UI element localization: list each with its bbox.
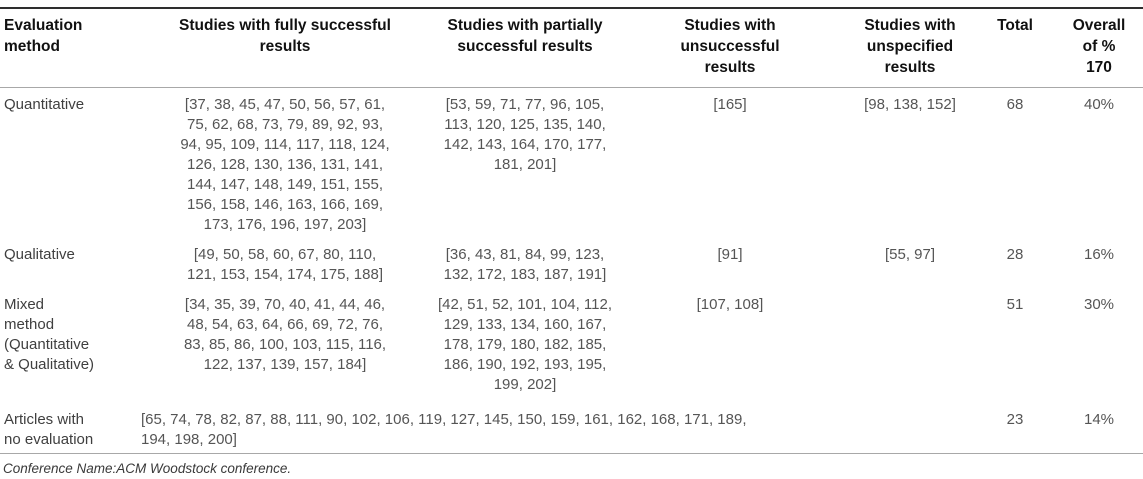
cell-total: 28 — [1006, 246, 1024, 263]
table-row: Qualitative [49, 50, 58, 60, 67, 80, 110,… — [0, 238, 1143, 288]
cell-partially-successful: [53, 59, 71, 77, 96, 105, 113, 120, 125,… — [443, 96, 607, 173]
cell-overall-percent: 40% — [1083, 96, 1115, 113]
column-header-overall-percent: Overall of % 170 — [1055, 8, 1143, 88]
table-row: Mixed method (Quantitative & Qualitative… — [0, 288, 1143, 398]
column-header-unsuccessful: Studies with unsuccessful results — [615, 8, 845, 88]
cell-unsuccessful: [165] — [713, 96, 747, 113]
column-header-partially-successful: Studies with partially successful result… — [435, 8, 615, 88]
cell-unspecified: [98, 138, 152] — [864, 96, 956, 113]
column-header-total: Total — [975, 8, 1055, 88]
cell-total: 51 — [1006, 296, 1024, 313]
cell-total: 23 — [1006, 411, 1024, 428]
table-row: Articles with no evaluation [65, 74, 78, … — [0, 398, 1143, 454]
row-method-label: Qualitative — [4, 246, 75, 263]
table-header: Evaluation method Studies with fully suc… — [0, 8, 1143, 88]
cell-unsuccessful: [91] — [717, 246, 743, 263]
cell-fully-successful: [37, 38, 45, 47, 50, 56, 57, 61, 75, 62,… — [180, 96, 390, 233]
row-method-label: Articles with no evaluation — [4, 411, 94, 448]
table-body: Quantitative [37, 38, 45, 47, 50, 56, 57,… — [0, 88, 1143, 454]
cell-partially-successful: [36, 43, 81, 84, 99, 123, 132, 172, 183,… — [443, 246, 607, 283]
column-header-unspecified: Studies with unspecified results — [845, 8, 975, 88]
cell-total: 68 — [1006, 96, 1024, 113]
cell-unsuccessful: [107, 108] — [696, 296, 764, 313]
column-header-evaluation-method: Evaluation method — [0, 8, 135, 88]
cell-study-list-span: [65, 74, 78, 82, 87, 88, 111, 90, 102, 1… — [141, 411, 747, 448]
row-method-label: Mixed method (Quantitative & Qualitative… — [4, 296, 95, 373]
cell-fully-successful: [34, 35, 39, 70, 40, 41, 44, 46, 48, 54,… — [183, 296, 387, 373]
cell-overall-percent: 30% — [1083, 296, 1115, 313]
row-method-label: Quantitative — [4, 96, 85, 113]
cell-unspecified — [845, 288, 975, 398]
cell-partially-successful: [42, 51, 52, 101, 104, 112, 129, 133, 13… — [437, 296, 613, 393]
cell-overall-percent: 14% — [1083, 411, 1115, 428]
table-row: Quantitative [37, 38, 45, 47, 50, 56, 57,… — [0, 88, 1143, 239]
evaluation-methods-table: Evaluation method Studies with fully suc… — [0, 7, 1143, 454]
table-footnote: Conference Name:ACM Woodstock conference… — [3, 461, 292, 476]
column-header-fully-successful: Studies with fully successful results — [135, 8, 435, 88]
cell-unspecified: [55, 97] — [884, 246, 936, 263]
cell-overall-percent: 16% — [1083, 246, 1115, 263]
cell-fully-successful: [49, 50, 58, 60, 67, 80, 110, 121, 153, … — [186, 246, 383, 283]
